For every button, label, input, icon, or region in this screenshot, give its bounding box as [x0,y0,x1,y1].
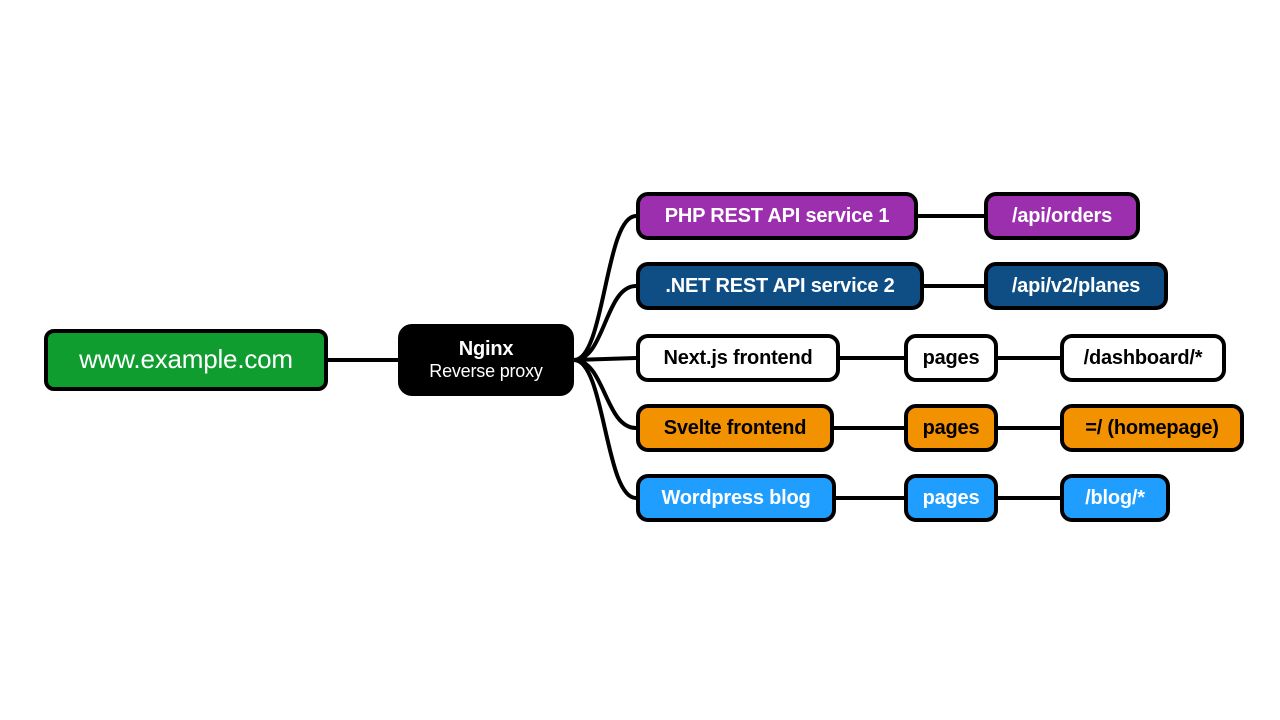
nginx-node: Nginx Reverse proxy [398,324,574,396]
nginx-title: Nginx [459,338,514,361]
diagram-stage: www.example.com Nginx Reverse proxy PHP … [0,0,1280,720]
service-svelte-node: Svelte frontend [636,404,834,452]
domain-node: www.example.com [44,329,328,391]
service-wordpress-node: Wordpress blog [636,474,836,522]
nextjs-pages-node: pages [904,334,998,382]
service-nextjs-node: Next.js frontend [636,334,840,382]
nextjs-pages-label: pages [923,347,980,370]
route-homepage-label: =/ (homepage) [1085,417,1219,440]
route-api-orders-label: /api/orders [1012,205,1112,228]
route-dashboard-label: /dashboard/* [1084,347,1203,370]
route-api-orders-node: /api/orders [984,192,1140,240]
route-blog-node: /blog/* [1060,474,1170,522]
svelte-pages-node: pages [904,404,998,452]
route-homepage-node: =/ (homepage) [1060,404,1244,452]
nginx-subtitle: Reverse proxy [429,361,542,382]
route-api-v2-planes-label: /api/v2/planes [1012,275,1140,298]
route-dashboard-node: /dashboard/* [1060,334,1226,382]
route-blog-label: /blog/* [1085,487,1145,510]
service-php-node: PHP REST API service 1 [636,192,918,240]
wordpress-pages-label: pages [923,487,980,510]
service-dotnet-label: .NET REST API service 2 [665,275,894,298]
service-nextjs-label: Next.js frontend [663,347,812,370]
service-dotnet-node: .NET REST API service 2 [636,262,924,310]
service-php-label: PHP REST API service 1 [665,205,890,228]
service-wordpress-label: Wordpress blog [661,487,810,510]
domain-label: www.example.com [79,345,293,375]
service-svelte-label: Svelte frontend [664,417,807,440]
wordpress-pages-node: pages [904,474,998,522]
svelte-pages-label: pages [923,417,980,440]
route-api-v2-planes-node: /api/v2/planes [984,262,1168,310]
